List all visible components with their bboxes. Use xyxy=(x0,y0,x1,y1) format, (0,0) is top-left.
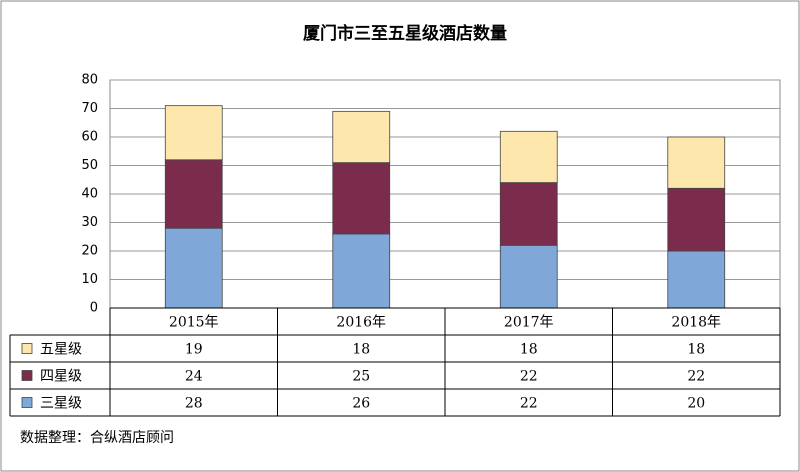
table-value: 20 xyxy=(687,396,705,412)
table-value: 26 xyxy=(352,396,370,412)
table-value: 19 xyxy=(185,342,203,358)
bar-segment xyxy=(332,233,391,309)
table-value: 24 xyxy=(185,369,203,385)
legend-label: 五星级 xyxy=(40,342,82,358)
y-tick-label: 50 xyxy=(81,158,98,173)
bar-segment xyxy=(332,162,391,235)
y-tick-label: 30 xyxy=(81,215,98,230)
table-value: 22 xyxy=(520,369,538,385)
bar-segment xyxy=(164,105,223,161)
x-tick-label: 2017年 xyxy=(504,315,554,331)
bar-segment xyxy=(499,244,558,309)
legend-label: 四星级 xyxy=(40,369,82,385)
legend-swatch xyxy=(21,397,33,408)
y-tick-label: 80 xyxy=(81,73,98,88)
table-value: 18 xyxy=(687,342,705,358)
bar-segment xyxy=(667,250,726,309)
table-value: 18 xyxy=(520,342,538,358)
bar-segment xyxy=(667,136,726,189)
table-value: 22 xyxy=(520,396,538,412)
bar-segment xyxy=(332,110,391,164)
source-note: 数据整理：合纵酒店顾问 xyxy=(20,430,174,446)
bar-segment xyxy=(164,227,223,309)
y-tick-label: 40 xyxy=(81,187,98,202)
bar-segment xyxy=(667,187,726,252)
x-tick-label: 2016年 xyxy=(336,315,386,331)
x-tick-label: 2015年 xyxy=(169,315,219,331)
bar-segment xyxy=(164,159,223,229)
y-tick-label: 10 xyxy=(81,272,98,287)
legend-label: 三星级 xyxy=(40,396,82,412)
legend-swatch xyxy=(21,370,33,381)
table-value: 28 xyxy=(185,396,203,412)
table-value: 22 xyxy=(687,369,705,385)
chart-title: 厦门市三至五星级酒店数量 xyxy=(303,23,507,44)
y-tick-label: 70 xyxy=(81,101,98,116)
y-tick-label: 60 xyxy=(81,130,98,145)
table-value: 18 xyxy=(352,342,370,358)
x-tick-label: 2018年 xyxy=(671,315,721,331)
bar-segment xyxy=(499,182,558,246)
table-value: 25 xyxy=(352,369,370,385)
legend-swatch xyxy=(21,343,33,354)
y-tick-label: 0 xyxy=(90,301,98,316)
y-tick-label: 20 xyxy=(81,244,98,259)
bar-segment xyxy=(499,130,558,184)
